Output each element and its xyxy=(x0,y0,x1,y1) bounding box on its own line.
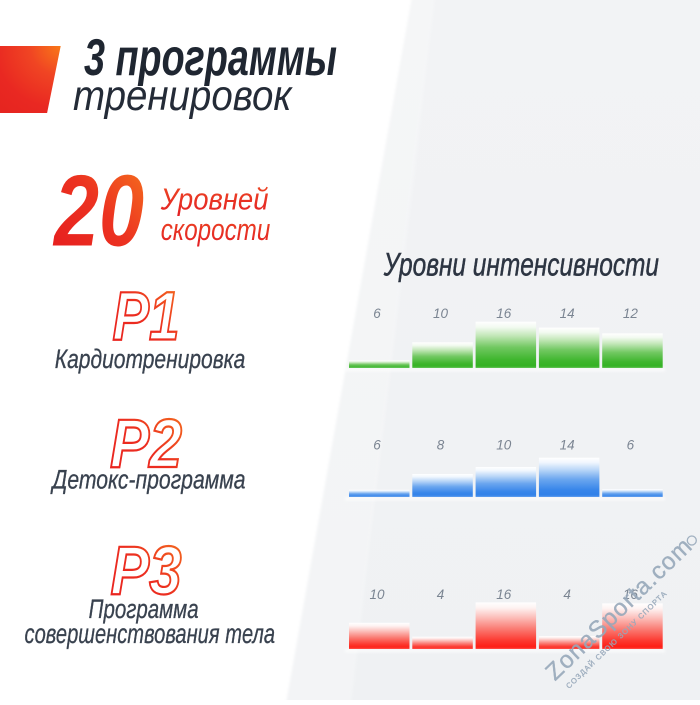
svg-text:P1: P1 xyxy=(113,277,180,354)
svg-text:16: 16 xyxy=(623,587,639,602)
svg-text:Детокс-программа: Детокс-программа xyxy=(50,465,246,495)
svg-text:Уровней: Уровней xyxy=(160,182,269,217)
svg-text:Кардиотренировка: Кардиотренировка xyxy=(55,344,246,374)
svg-text:14: 14 xyxy=(560,306,575,321)
svg-text:16: 16 xyxy=(496,306,512,321)
svg-text:20: 20 xyxy=(52,156,144,268)
svg-text:4: 4 xyxy=(437,587,445,602)
svg-text:12: 12 xyxy=(623,306,639,321)
svg-text:совершенствования тела: совершенствования тела xyxy=(25,618,276,649)
svg-text:6: 6 xyxy=(627,438,635,453)
svg-text:P3: P3 xyxy=(111,532,182,609)
svg-text:3 программы: 3 программы xyxy=(84,29,337,87)
svg-text:14: 14 xyxy=(560,438,575,453)
svg-text:Уровни интенсивности: Уровни интенсивности xyxy=(383,247,659,283)
svg-text:8: 8 xyxy=(437,438,445,453)
svg-text:Программа: Программа xyxy=(89,594,199,624)
svg-text:тренировок: тренировок xyxy=(73,72,293,120)
svg-text:4: 4 xyxy=(563,587,571,602)
svg-text:10: 10 xyxy=(433,306,449,321)
svg-text:P2: P2 xyxy=(110,405,182,482)
svg-text:10: 10 xyxy=(496,438,512,453)
svg-text:6: 6 xyxy=(373,438,381,453)
svg-text:16: 16 xyxy=(496,587,512,602)
svg-text:10: 10 xyxy=(369,587,385,602)
svg-text:6: 6 xyxy=(373,306,381,321)
svg-text:скорости: скорости xyxy=(161,212,271,247)
